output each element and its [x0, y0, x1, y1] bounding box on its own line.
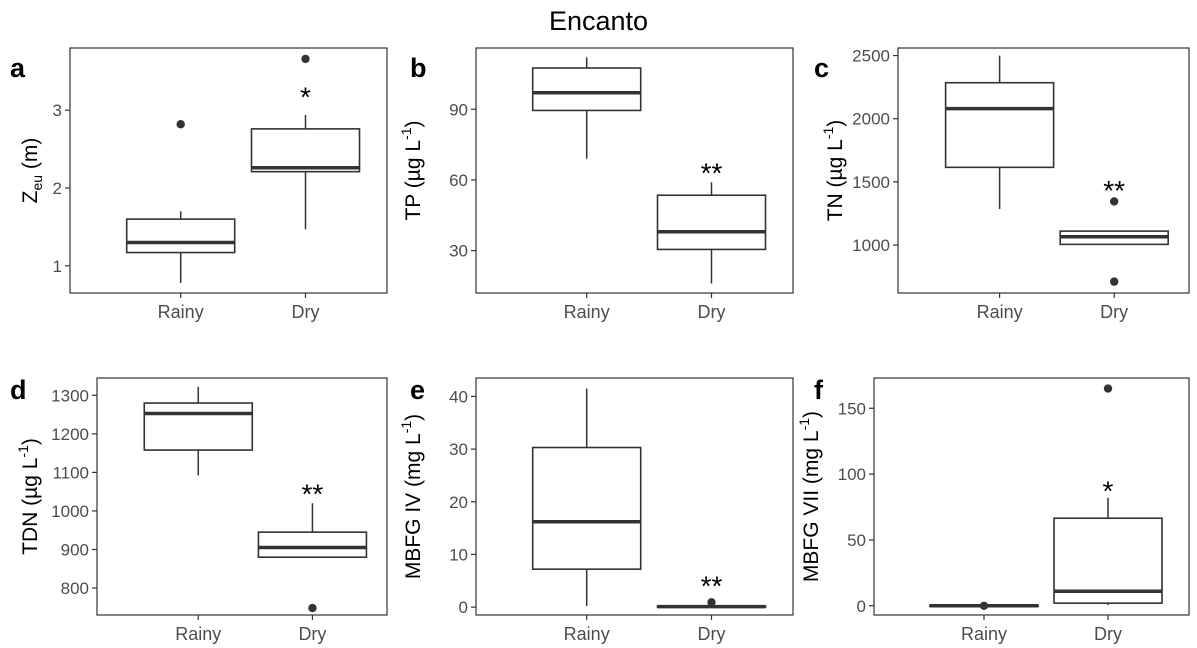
y-tick-label: 30	[449, 440, 468, 459]
box-rainy	[929, 601, 1039, 610]
x-tick-label: Rainy	[564, 624, 610, 644]
x-tick-label: Rainy	[961, 624, 1007, 644]
y-axis-label: TDN (µg L-1)	[15, 438, 42, 555]
y-axis-label: TN (µg L-1)	[820, 120, 847, 222]
y-axis-label: TP (µg L-1)	[398, 120, 425, 220]
panel-e: e 0 10 20 30 40 Rainy Dry MBFG IV (mg L-1) **	[398, 375, 794, 644]
y-tick-label: 60	[449, 171, 468, 190]
y-tick-label: 0	[459, 598, 468, 617]
x-tick-label: Dry	[298, 624, 326, 644]
outlier-point	[1103, 384, 1113, 393]
box-iqr	[944, 81, 1055, 169]
outlier-point	[308, 603, 317, 613]
box-iqr	[257, 531, 368, 558]
significance-marker: *	[1103, 476, 1114, 507]
box-iqr	[250, 128, 361, 173]
significance-marker: *	[300, 82, 311, 113]
x-tick-label: Rainy	[977, 302, 1023, 322]
y-tick-label: 2	[53, 179, 62, 198]
panel-letter: f	[814, 375, 824, 405]
x-tick-label: Dry	[697, 624, 725, 644]
box-dry	[1059, 197, 1169, 286]
y-axis-label: MBFG VII (mg L-1)	[796, 411, 823, 582]
y-tick-label: 1500	[852, 173, 890, 192]
y-tick-label: 10	[449, 545, 468, 564]
y-tick-label: 0	[857, 597, 866, 616]
panel-b: b 30 60 90 Rainy Dry TP (µg L-1) **	[398, 47, 794, 322]
significance-marker: **	[1103, 175, 1125, 206]
box-dry	[656, 182, 767, 284]
y-tick-label: 150	[838, 399, 866, 418]
box-dry	[656, 598, 767, 609]
y-tick-label: 800	[61, 579, 89, 598]
figure-title: Encanto	[548, 6, 649, 36]
box-iqr	[531, 67, 642, 112]
y-tick-label: 1	[53, 257, 62, 276]
y-tick-label: 1000	[51, 502, 89, 521]
significance-marker: **	[701, 158, 723, 189]
y-tick-label: 1200	[51, 425, 89, 444]
panel-letter: e	[410, 375, 425, 405]
panel-a: a 1 2 3 Rainy Dry Zeu (m) *	[10, 47, 388, 322]
box-dry	[1053, 384, 1163, 606]
x-tick-label: Dry	[1100, 302, 1128, 322]
x-tick-label: Dry	[291, 302, 319, 322]
x-tick-label: Rainy	[158, 302, 204, 322]
y-tick-label: 1100	[52, 463, 89, 482]
box-rainy	[944, 55, 1055, 210]
y-tick-label: 3	[53, 101, 62, 120]
panel-letter: a	[10, 53, 26, 83]
x-tick-label: Rainy	[175, 624, 221, 644]
box-iqr	[531, 446, 642, 570]
box-rainy	[125, 120, 236, 283]
outlier-point	[979, 601, 989, 610]
y-axis-label: MBFG IV (mg L-1)	[398, 414, 425, 579]
significance-marker: **	[701, 570, 723, 601]
outlier-point	[176, 120, 185, 129]
outlier-point	[1109, 277, 1119, 286]
y-tick-label: 2500	[852, 47, 890, 66]
y-tick-label: 1300	[51, 386, 89, 405]
y-tick-label: 20	[449, 493, 468, 512]
y-tick-label: 900	[61, 540, 89, 559]
box-iqr	[125, 218, 236, 254]
box-dry	[250, 54, 361, 230]
box-rainy	[143, 386, 254, 476]
box-rainy	[531, 388, 642, 607]
box-iqr	[1053, 517, 1163, 604]
y-tick-label: 50	[847, 531, 866, 550]
significance-marker: **	[302, 479, 324, 510]
outlier-point	[301, 54, 310, 64]
panel-d: d 800 900 1000 1100 1200 1300 Rainy Dry TDN (µg L…	[10, 375, 388, 644]
y-tick-label: 100	[838, 465, 866, 484]
panel-f: f 0 50 100 150 Rainy Dry MBFG VII (mg L-1) *	[796, 375, 1190, 644]
y-axis-label: Zeu (m)	[19, 138, 45, 204]
panel-c: c 1000 1500 2000 2500 Rainy Dry TN (µg L-1) **	[814, 47, 1190, 322]
y-tick-label: 90	[449, 100, 468, 119]
panel-letter: d	[10, 375, 27, 405]
x-tick-label: Dry	[1094, 624, 1122, 644]
box-dry	[257, 503, 368, 613]
outlier-point	[1109, 197, 1119, 206]
box-rainy	[531, 57, 642, 159]
outlier-point	[707, 598, 716, 607]
y-tick-label: 30	[449, 242, 468, 261]
y-tick-label: 1000	[852, 236, 890, 255]
y-tick-label: 40	[449, 387, 468, 406]
x-tick-label: Dry	[697, 302, 725, 322]
y-tick-label: 2000	[852, 110, 890, 129]
panel-letter: c	[814, 53, 829, 83]
x-tick-label: Rainy	[564, 302, 610, 322]
panel-letter: b	[410, 53, 427, 83]
box-iqr	[656, 194, 767, 251]
box-iqr	[143, 402, 254, 451]
